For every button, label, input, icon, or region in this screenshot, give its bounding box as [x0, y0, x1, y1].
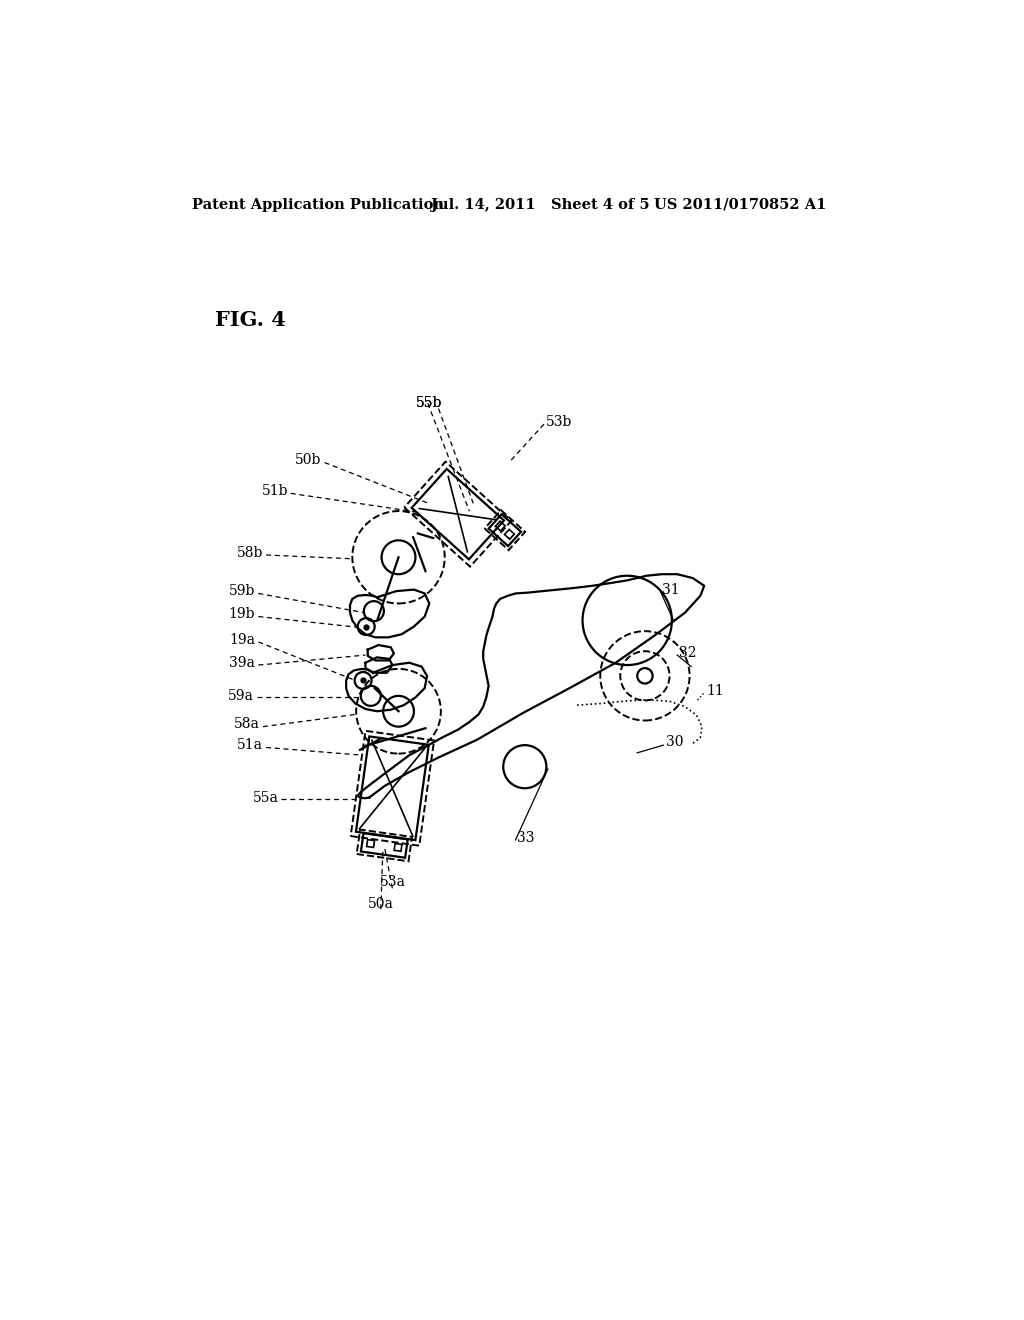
Text: FIG. 4: FIG. 4: [215, 310, 286, 330]
Text: 33: 33: [517, 830, 535, 845]
Text: 51b: 51b: [262, 484, 289, 498]
Text: 30: 30: [666, 735, 683, 748]
Text: 53a: 53a: [380, 875, 406, 890]
Text: 59b: 59b: [229, 585, 255, 598]
Text: 32: 32: [679, 645, 696, 660]
Text: 19a: 19a: [229, 632, 255, 647]
Text: 51a: 51a: [237, 738, 263, 752]
Text: 55b: 55b: [416, 396, 442, 411]
Text: 59a: 59a: [228, 689, 254, 702]
Text: 53b: 53b: [547, 414, 572, 429]
Text: 50b: 50b: [295, 453, 322, 467]
Text: 58b: 58b: [237, 545, 263, 560]
Text: Jul. 14, 2011   Sheet 4 of 5: Jul. 14, 2011 Sheet 4 of 5: [431, 198, 649, 211]
Text: 11: 11: [707, 684, 724, 698]
Text: 55b: 55b: [416, 396, 442, 411]
Text: 50a: 50a: [368, 896, 394, 911]
Text: US 2011/0170852 A1: US 2011/0170852 A1: [654, 198, 826, 211]
Text: 55a: 55a: [253, 791, 279, 804]
Text: Patent Application Publication: Patent Application Publication: [193, 198, 444, 211]
Text: 58a: 58a: [234, 717, 260, 731]
Text: 19b: 19b: [228, 607, 255, 622]
Text: 31: 31: [662, 582, 680, 597]
Text: 39a: 39a: [229, 656, 255, 669]
